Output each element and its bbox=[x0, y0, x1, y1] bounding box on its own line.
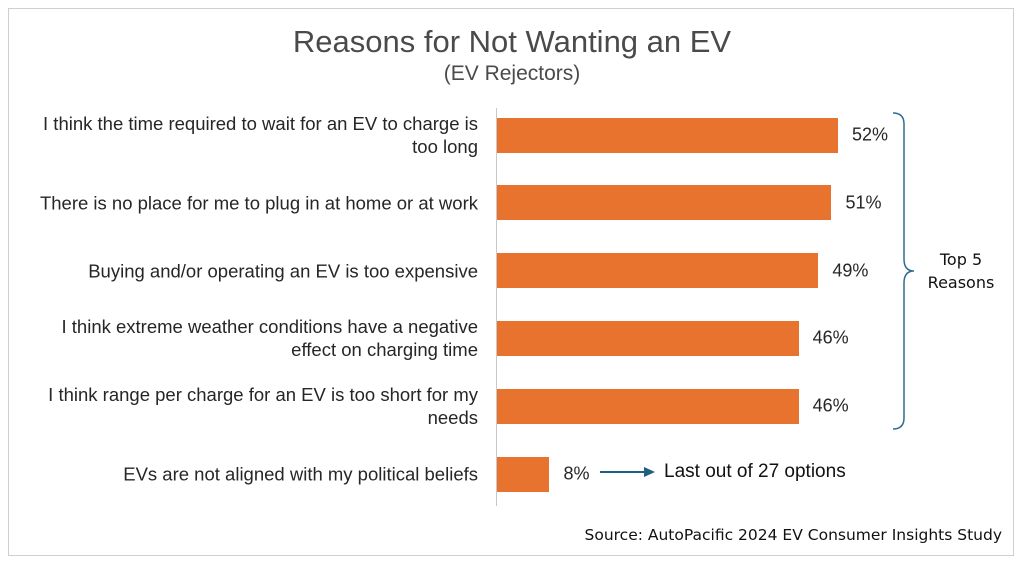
data-label: 51% bbox=[845, 192, 882, 213]
data-label: 52% bbox=[852, 124, 889, 145]
category-label: I think the time required to wait for an… bbox=[43, 113, 478, 157]
category-label: There is no place for me to plug in at h… bbox=[39, 192, 478, 214]
chart-subtitle: (EV Rejectors) bbox=[443, 62, 581, 85]
top5-bracket bbox=[892, 112, 915, 430]
chart-title: Reasons for Not Wanting an EV bbox=[292, 24, 732, 59]
last-option-note: Last out of 27 options bbox=[664, 461, 846, 482]
category-label: I think range per charge for an EV is to… bbox=[48, 384, 478, 429]
top5-bracket-label: Top 5 Reasons bbox=[927, 250, 995, 292]
bar bbox=[497, 456, 550, 492]
bar bbox=[497, 253, 819, 289]
category-label: Buying and/or operating an EV is too exp… bbox=[88, 260, 478, 282]
bar bbox=[497, 320, 799, 356]
source-note: Source: AutoPacific 2024 EV Consumer Ins… bbox=[584, 526, 1003, 544]
bar bbox=[497, 185, 832, 221]
chart-frame bbox=[8, 8, 1014, 556]
data-label: 49% bbox=[832, 260, 869, 281]
data-label: 46% bbox=[812, 327, 849, 348]
category-axis-line bbox=[496, 108, 497, 506]
bar bbox=[497, 117, 838, 153]
category-label: EVs are not aligned with my political be… bbox=[123, 463, 478, 485]
bar bbox=[497, 388, 799, 424]
category-label: I think extreme weather conditions have … bbox=[61, 316, 479, 361]
data-label: 46% bbox=[812, 395, 849, 416]
right-arrow-icon bbox=[600, 467, 655, 477]
data-label: 8% bbox=[563, 463, 590, 484]
